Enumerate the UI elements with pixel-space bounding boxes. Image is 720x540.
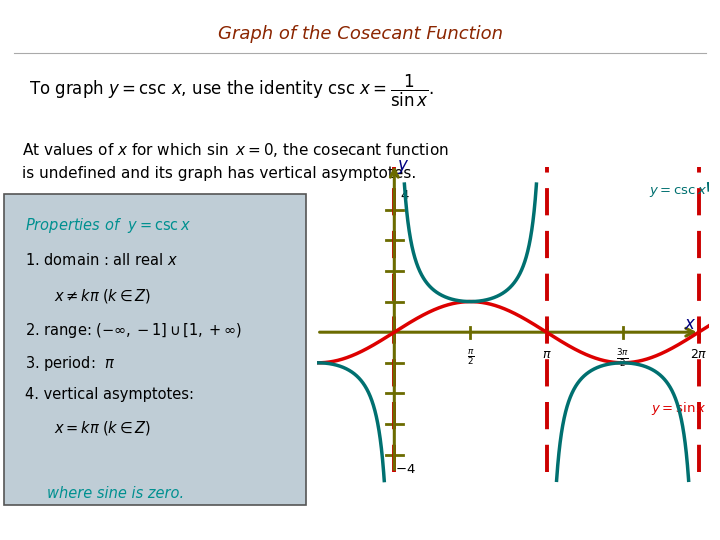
Text: 3. period:  $\pi$: 3. period: $\pi$ [25, 354, 116, 373]
Text: $\pi$: $\pi$ [541, 348, 552, 361]
Text: Properties of  $y = \csc x$: Properties of $y = \csc x$ [25, 215, 192, 234]
Text: $y = \csc x$: $y = \csc x$ [649, 185, 707, 199]
Text: $x \neq k\pi \; (k \in Z)$: $x \neq k\pi \; (k \in Z)$ [54, 287, 151, 305]
Text: $-4$: $-4$ [395, 463, 415, 476]
Text: is undefined and its graph has vertical asymptotes.: is undefined and its graph has vertical … [22, 166, 416, 181]
Text: To graph $y = \mathrm{csc}\ x$, use the identity $\mathrm{csc}\ x = \dfrac{1}{\s: To graph $y = \mathrm{csc}\ x$, use the … [29, 73, 434, 109]
Text: $x$: $x$ [684, 315, 696, 333]
Text: 4. vertical asymptotes:: 4. vertical asymptotes: [25, 387, 194, 402]
Text: 1. domain : all real $x$: 1. domain : all real $x$ [25, 252, 178, 268]
Text: $2\pi$: $2\pi$ [690, 348, 708, 361]
Text: 4: 4 [401, 189, 409, 202]
Text: Graph of the Cosecant Function: Graph of the Cosecant Function [217, 25, 503, 43]
Text: $x = k\pi \; (k \in Z)$: $x = k\pi \; (k \in Z)$ [54, 420, 151, 437]
Text: $\frac{\pi}{2}$: $\frac{\pi}{2}$ [467, 348, 474, 367]
FancyBboxPatch shape [4, 194, 306, 505]
Text: where sine is zero.: where sine is zero. [47, 486, 184, 501]
Text: $y$: $y$ [397, 158, 409, 176]
Text: At values of $x$ for which $\sin\ x = 0$, the cosecant function: At values of $x$ for which $\sin\ x = 0$… [22, 141, 449, 159]
Text: $\frac{3\pi}{2}$: $\frac{3\pi}{2}$ [616, 348, 629, 369]
Text: $y = \sin x$: $y = \sin x$ [652, 400, 707, 416]
Text: 2. range: $(-\infty,-1] \cup [1, +\infty)$: 2. range: $(-\infty,-1] \cup [1, +\infty… [25, 321, 242, 340]
